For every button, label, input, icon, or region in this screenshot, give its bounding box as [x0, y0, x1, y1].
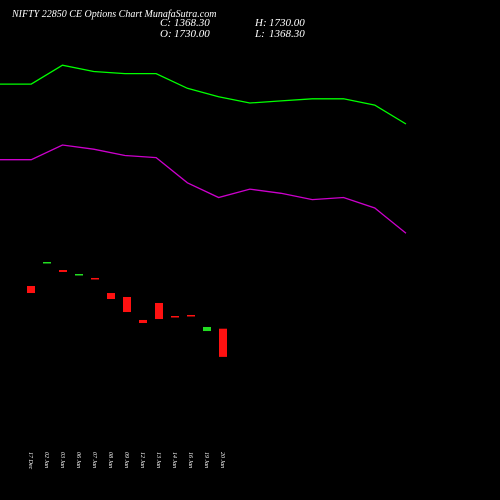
candle-body — [75, 274, 83, 276]
x-tick-label: 03 Jan — [59, 452, 65, 468]
x-tick-label: 20 Jan — [219, 452, 225, 468]
x-tick-label: 12 Jan — [139, 452, 145, 468]
x-tick-label: 08 Jan — [107, 452, 113, 468]
candle-body — [27, 286, 35, 294]
candle-body — [139, 319, 147, 324]
candle-body — [43, 262, 51, 264]
x-tick-label: 17 Dec — [27, 452, 33, 469]
line-series — [0, 64, 407, 125]
ohlc-label: O: — [160, 28, 172, 40]
x-tick-label: 14 Jan — [171, 452, 178, 468]
candle-body — [203, 326, 211, 332]
candle-body — [171, 316, 179, 318]
x-tick-label: 13 Jan — [155, 452, 161, 468]
candle-body — [155, 302, 163, 320]
x-tick-label: 16 Jan — [187, 452, 193, 468]
candle-body — [123, 296, 131, 313]
ohlc-value: 1730.00 — [269, 17, 305, 29]
x-tick-label: 06 Jan — [75, 452, 81, 468]
ohlc-value: 1368.30 — [269, 28, 305, 40]
x-tick-label: 19 Jan — [203, 452, 209, 468]
x-tick-label: 07 Jan — [91, 452, 97, 468]
ohlc-value: 1368.30 — [174, 17, 210, 29]
ohlc-label: H: — [254, 17, 267, 29]
ohlc-label: C: — [160, 17, 171, 29]
chart-title: NIFTY 22850 CE Options Chart MunafaSutra… — [11, 9, 216, 20]
candle-body — [187, 314, 195, 317]
candle-body — [107, 293, 115, 300]
ohlc-label: L: — [254, 28, 265, 40]
ohlc-value: 1730.00 — [174, 28, 210, 40]
candle-body — [91, 277, 99, 280]
candle-body — [59, 270, 67, 272]
candle-body — [219, 328, 227, 357]
x-tick-label: 09 Jan — [123, 452, 129, 468]
line-series — [0, 144, 407, 234]
x-tick-label: 02 Jan — [43, 452, 49, 468]
